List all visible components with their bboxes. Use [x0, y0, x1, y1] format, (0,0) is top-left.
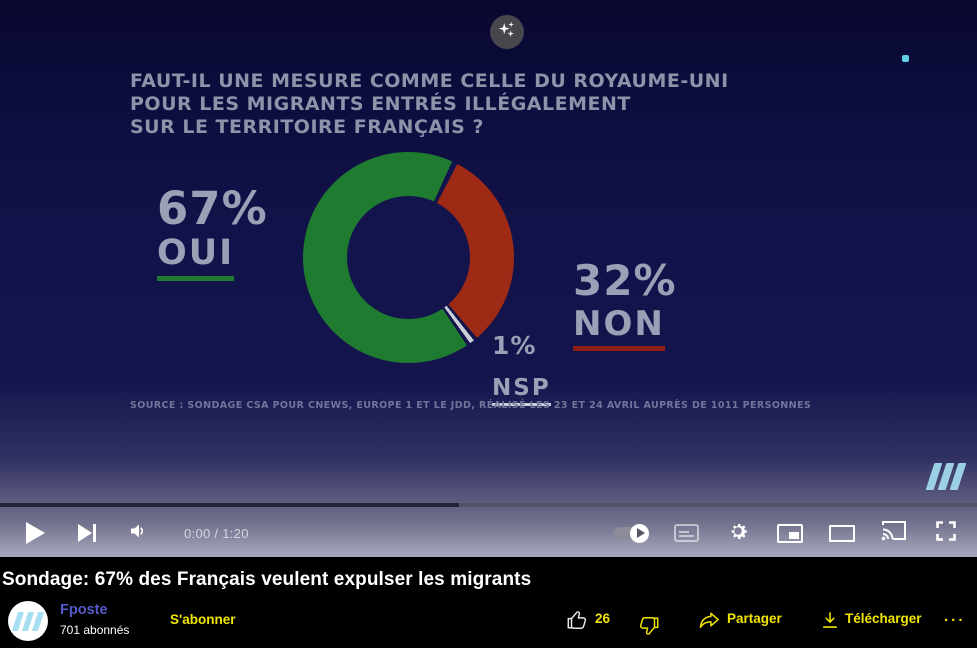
poll-source-text: SOURCE : SONDAGE CSA POUR CNEWS, EUROPE …: [130, 400, 812, 411]
play-icon: [25, 522, 45, 544]
channel-row: Fposte 701 abonnés S'abonner 26: [0, 598, 977, 648]
nsp-label: NSP: [492, 377, 551, 406]
nsp-percentage: 1%: [492, 331, 537, 360]
donut-chart-hole: [347, 196, 470, 319]
poll-question-line: SUR LE TERRITOIRE FRANÇAIS ?: [130, 116, 484, 138]
poll-result-oui: 67% OUI: [157, 186, 268, 281]
fullscreen-button[interactable]: [933, 520, 959, 546]
channel-avatar[interactable]: [8, 601, 48, 641]
volume-button[interactable]: [126, 520, 152, 546]
like-button[interactable]: [566, 609, 588, 631]
miniplayer-icon: [777, 523, 803, 543]
sparkles-icon: [496, 19, 518, 45]
more-actions-button[interactable]: ...: [944, 608, 966, 625]
video-light-artifact: [902, 55, 909, 62]
subscribe-button[interactable]: S'abonner: [170, 612, 236, 627]
poll-result-non: 32% NON: [573, 260, 677, 351]
non-percentage: 32%: [573, 256, 677, 305]
oui-label: OUI: [157, 236, 235, 281]
player-control-bar: 0:00 / 1:20: [0, 511, 977, 555]
subtitles-icon: [673, 524, 699, 542]
autoplay-knob-play-icon: [630, 523, 649, 543]
like-count: 26: [595, 611, 611, 626]
next-icon: [77, 524, 92, 542]
theater-mode-button[interactable]: [829, 520, 855, 546]
time-display: 0:00 / 1:20: [184, 525, 249, 541]
channel-watermark-logo[interactable]: [925, 463, 967, 490]
channel-name-link[interactable]: Fposte: [60, 602, 108, 618]
subscriber-count: 701 abonnés: [60, 623, 130, 637]
oui-percentage: 67%: [157, 182, 268, 235]
poll-question-line: FAUT-IL UNE MESURE COMME CELLE DU ROYAUM…: [130, 70, 729, 92]
download-icon: [820, 612, 840, 634]
share-button[interactable]: [698, 609, 720, 631]
thumbs-down-icon: [638, 610, 660, 637]
poll-question: FAUT-IL UNE MESURE COMME CELLE DU ROYAUM…: [130, 70, 729, 139]
donut-chart: [303, 152, 514, 363]
miniplayer-button[interactable]: [777, 520, 803, 546]
thumbs-up-icon: [566, 611, 588, 635]
play-button[interactable]: [22, 520, 48, 546]
autoplay-toggle[interactable]: [613, 523, 649, 543]
gear-icon: [726, 519, 750, 547]
settings-button[interactable]: [725, 520, 751, 546]
volume-icon: [127, 519, 151, 547]
poll-question-line: POUR LES MIGRANTS ENTRÉS ILLÉGALEMENT: [130, 93, 631, 115]
dislike-button[interactable]: [638, 610, 660, 635]
progress-bar[interactable]: [0, 503, 977, 507]
fullscreen-icon: [934, 519, 958, 547]
next-button[interactable]: [74, 520, 100, 546]
video-title: Sondage: 67% des Français veulent expuls…: [2, 569, 532, 590]
sparkle-enhance-button[interactable]: [490, 15, 524, 49]
video-player[interactable]: FAUT-IL UNE MESURE COMME CELLE DU ROYAUM…: [0, 0, 977, 557]
download-button[interactable]: [820, 610, 842, 632]
progress-buffered: [0, 503, 460, 507]
subtitles-button[interactable]: [673, 520, 699, 546]
share-label[interactable]: Partager: [727, 611, 782, 626]
download-label[interactable]: Télécharger: [845, 611, 922, 626]
poll-result-nsp: 1% NSP: [492, 333, 551, 406]
share-arrow-icon: [698, 612, 721, 636]
cast-button[interactable]: [881, 520, 907, 546]
theater-icon: [829, 524, 855, 542]
non-label: NON: [573, 307, 665, 351]
cast-icon: [881, 520, 907, 546]
